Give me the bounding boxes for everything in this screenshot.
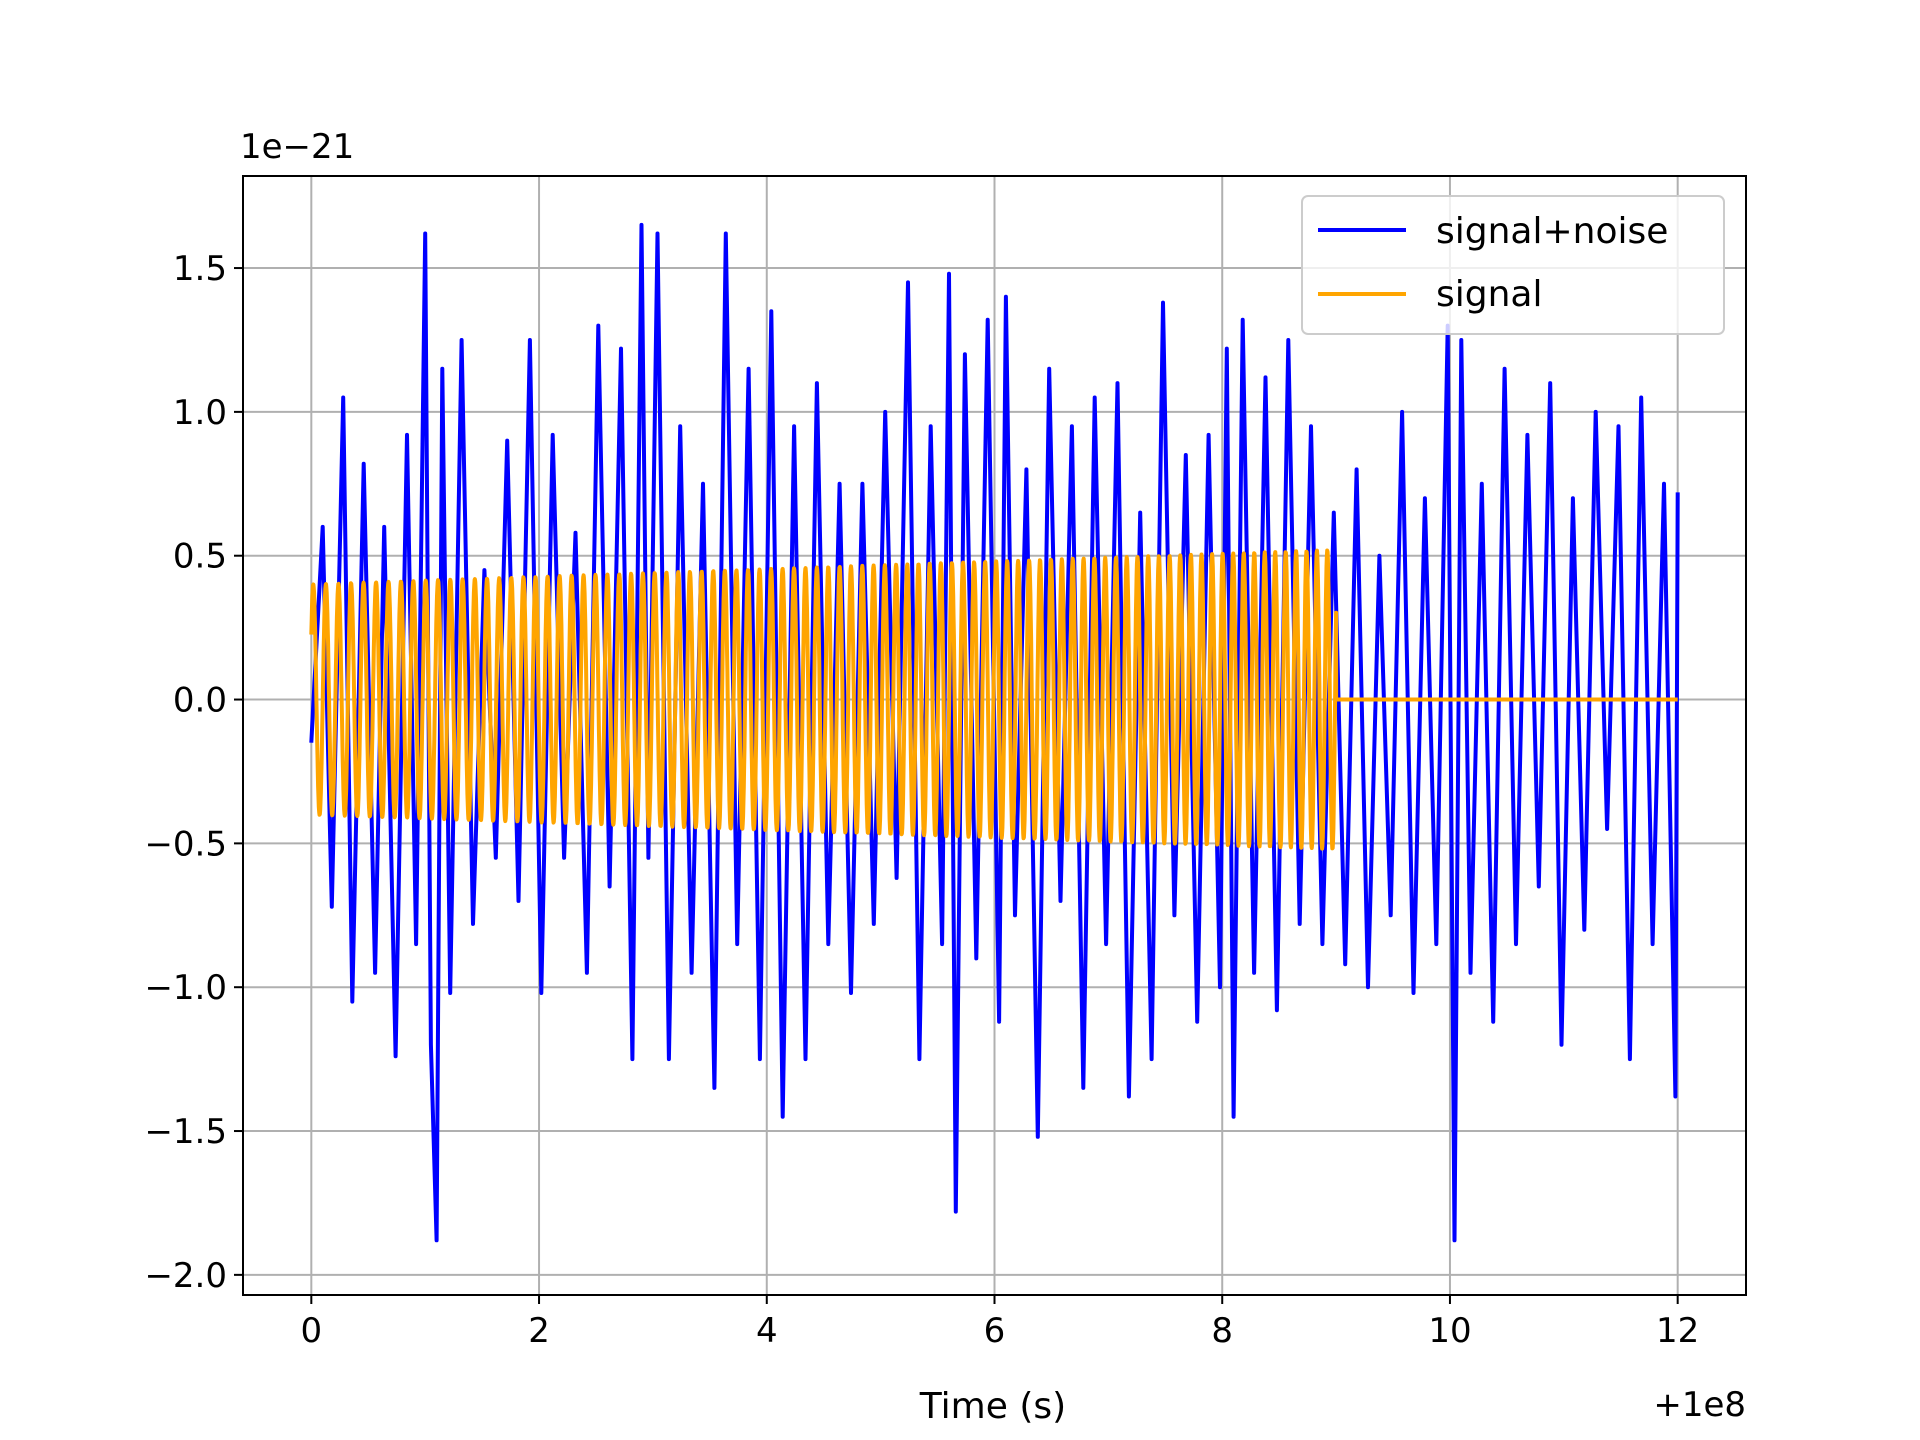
y-tick-label: −1.5 bbox=[144, 1112, 227, 1152]
y-tick-label: 0.5 bbox=[173, 537, 227, 577]
x-tick-label: 6 bbox=[984, 1311, 1006, 1351]
y-tick-label: −0.5 bbox=[144, 824, 227, 864]
legend-label-signal: signal bbox=[1436, 274, 1543, 315]
legend: signal+noise signal bbox=[1301, 195, 1725, 335]
y-scale-label: 1e−21 bbox=[240, 127, 354, 167]
y-tick-label: −2.0 bbox=[144, 1256, 227, 1296]
ticks: 0 2 4 6 8 10 12 −2.0 −1.5 −1.0 −0.5 0.0 0.5 1.0 1.5 bbox=[144, 249, 1699, 1351]
y-tick-label: 1.5 bbox=[173, 249, 227, 289]
legend-label-signal-noise: signal+noise bbox=[1436, 211, 1668, 252]
x-tick-label: 0 bbox=[300, 1311, 322, 1351]
x-axis-label: Time (s) bbox=[919, 1386, 1066, 1427]
series-signal-line bbox=[309, 548, 1678, 851]
series-signal-noise-line bbox=[309, 222, 1680, 1243]
x-tick-label: 2 bbox=[528, 1311, 550, 1351]
plot-area bbox=[309, 222, 1680, 1243]
x-tick-label: 4 bbox=[756, 1311, 778, 1351]
y-tick-label: 0.0 bbox=[173, 681, 227, 721]
x-offset-label: +1e8 bbox=[1653, 1385, 1746, 1425]
x-tick-label: 10 bbox=[1428, 1311, 1471, 1351]
x-tick-label: 8 bbox=[1211, 1311, 1233, 1351]
legend-box bbox=[1301, 195, 1725, 335]
x-tick-label: 12 bbox=[1656, 1311, 1699, 1351]
y-tick-label: −1.0 bbox=[144, 968, 227, 1008]
y-tick-label: 1.0 bbox=[173, 393, 227, 433]
